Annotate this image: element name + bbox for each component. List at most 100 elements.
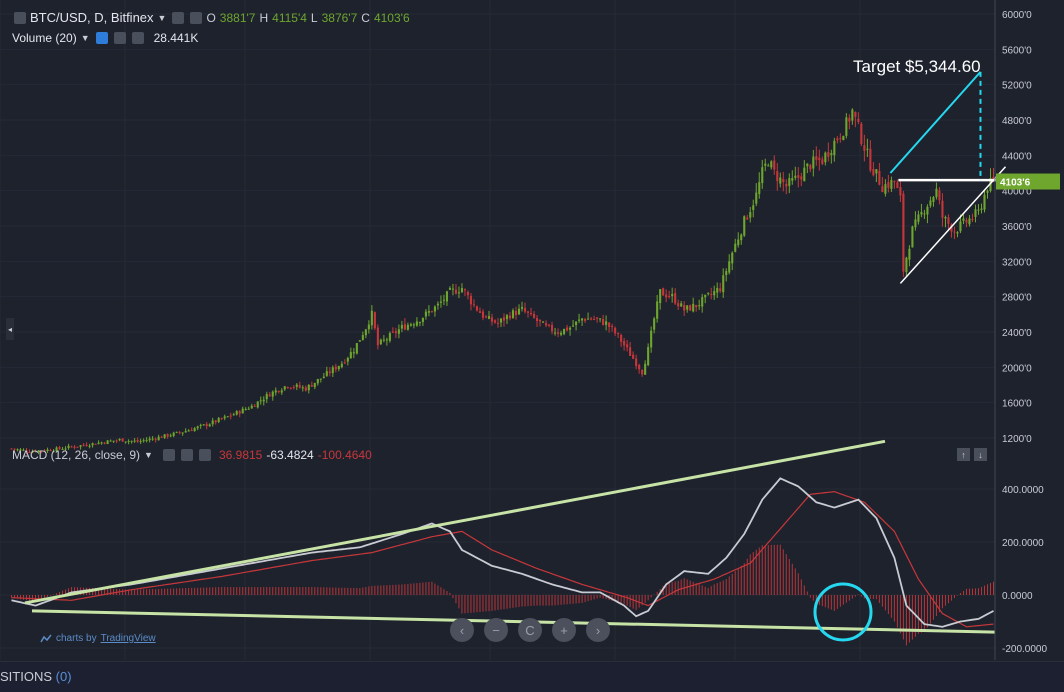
candle-body — [602, 319, 605, 325]
scroll-right-icon[interactable]: › — [586, 618, 610, 642]
candle-body — [259, 400, 262, 402]
candle-body — [379, 339, 382, 345]
candle-body — [782, 179, 785, 182]
candle-body — [683, 304, 686, 311]
candle-body — [505, 315, 509, 320]
candle-body — [857, 118, 860, 123]
candle-body — [911, 226, 914, 248]
candle-body — [118, 438, 121, 441]
candle-body — [106, 440, 109, 445]
candle-body — [388, 333, 391, 341]
scroll-left-icon[interactable]: ‹ — [450, 618, 474, 642]
candle-body — [91, 443, 94, 446]
chevron-down-icon[interactable]: ▼ — [157, 12, 167, 23]
candle-body — [710, 293, 713, 295]
candle-body — [758, 182, 761, 194]
candle-body — [58, 447, 61, 449]
candle-body — [716, 287, 719, 293]
candle-body — [617, 333, 620, 335]
price-tick-label: 2400'0 — [1002, 328, 1032, 339]
candle-body — [124, 441, 127, 443]
candle-body — [608, 322, 611, 328]
zoom-out-icon[interactable]: − — [484, 618, 508, 642]
candle-body — [40, 450, 43, 452]
candle-body — [776, 171, 779, 182]
candle-body — [211, 420, 214, 425]
macd-line — [11, 477, 994, 628]
candle-body — [13, 448, 16, 450]
candle-body — [487, 316, 491, 319]
candle-body — [466, 291, 470, 296]
candle-body — [445, 291, 448, 302]
candle-body — [82, 444, 85, 446]
candle-body — [821, 159, 824, 164]
candle-body — [334, 366, 337, 370]
candle-body — [373, 312, 376, 329]
reset-icon[interactable]: C — [518, 618, 542, 642]
gear-icon[interactable] — [113, 32, 126, 44]
positions-tab[interactable]: SITIONS (0) — [0, 669, 72, 684]
candle-body — [692, 303, 695, 312]
candle-body — [935, 188, 938, 198]
candle-body — [635, 358, 638, 367]
close-icon[interactable] — [131, 32, 144, 44]
candle-body — [884, 184, 887, 194]
candle-body — [965, 220, 968, 223]
candle-body — [923, 213, 926, 215]
candle-body — [49, 449, 52, 451]
candle-body — [367, 324, 370, 330]
candle-body — [554, 332, 557, 334]
candle-body — [298, 385, 301, 388]
close-icon[interactable] — [198, 449, 211, 461]
gear-icon[interactable] — [180, 449, 193, 461]
collapse-icon[interactable] — [14, 11, 26, 24]
candle-body — [229, 415, 232, 417]
candle-body — [364, 329, 367, 336]
candle-body — [701, 297, 704, 307]
candle-body — [779, 177, 782, 184]
tradingview-credit[interactable]: charts by TradingView — [40, 633, 156, 644]
candle-body — [797, 175, 800, 178]
zoom-in-icon[interactable]: + — [552, 618, 576, 642]
chevron-down-icon[interactable]: ▼ — [144, 450, 153, 460]
candle-body — [475, 306, 479, 311]
candle-body — [70, 446, 73, 448]
candle-body — [481, 311, 485, 318]
candle-body — [914, 219, 917, 228]
candle-body — [244, 409, 247, 411]
tradingview-logo-icon — [40, 634, 52, 642]
volume-label[interactable]: Volume (20) — [12, 31, 77, 45]
candle-body — [671, 293, 674, 297]
candle-body — [947, 217, 950, 224]
candle-body — [578, 319, 581, 321]
target-annotation[interactable]: Target $5,344.60 — [853, 57, 981, 76]
candle-body — [653, 318, 656, 330]
symbol-title[interactable]: BTC/USD, D, Bitfinex — [30, 10, 154, 25]
candle-body — [611, 326, 614, 328]
candle-body — [46, 449, 49, 452]
candle-body — [316, 379, 319, 384]
candle-body — [199, 424, 202, 426]
eye-icon[interactable] — [162, 449, 175, 461]
candle-body — [932, 197, 935, 203]
candle-body — [493, 320, 497, 323]
arrow-down-icon[interactable]: ↓ — [974, 448, 987, 461]
open-value: 3881'7 — [219, 10, 256, 25]
candle-body — [719, 288, 722, 292]
gear-icon[interactable] — [190, 11, 203, 24]
settings-icon[interactable] — [172, 11, 185, 24]
candle-body — [785, 183, 788, 187]
candle-body — [208, 424, 211, 427]
chevron-down-icon[interactable]: ▼ — [80, 33, 90, 43]
credit-brand[interactable]: TradingView — [100, 633, 156, 644]
arrow-up-icon[interactable]: ↑ — [957, 448, 970, 461]
left-toolbar-toggle[interactable]: ◂ — [6, 318, 14, 340]
candle-body — [941, 200, 944, 218]
candle-body — [184, 431, 187, 433]
candle-body — [148, 438, 151, 441]
candle-body — [638, 364, 641, 370]
candles — [10, 108, 995, 455]
eye-icon[interactable] — [95, 32, 108, 44]
candle-body — [382, 339, 385, 341]
macd-label[interactable]: MACD (12, 26, close, 9) — [12, 448, 141, 462]
